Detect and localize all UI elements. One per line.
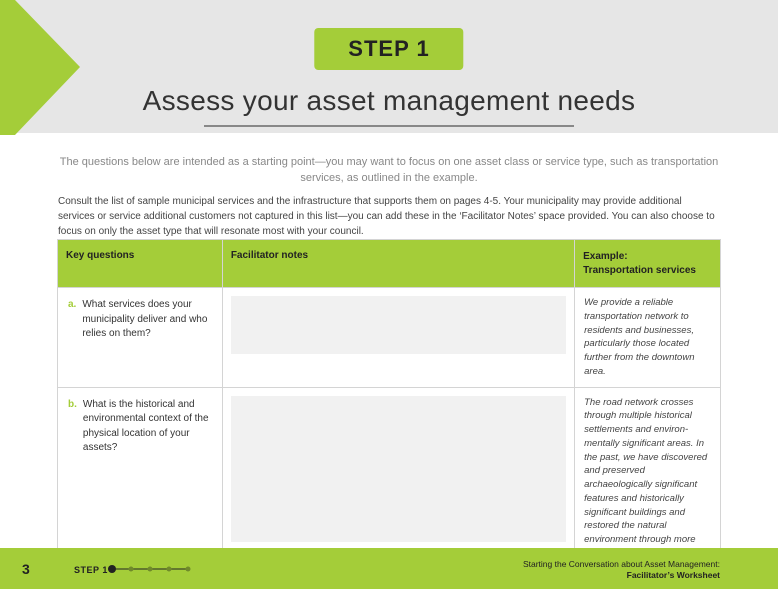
- col-example: Example: Transportation services: [575, 240, 721, 288]
- title-underline: [204, 125, 574, 127]
- page-number: 3: [22, 561, 30, 577]
- table-row: a. What services does your municipality …: [58, 288, 721, 388]
- step-badge: STEP 1: [314, 28, 463, 70]
- col-facilitator-notes: Facilitator notes: [222, 240, 574, 288]
- notes-cell: [222, 288, 574, 388]
- question-cell: a. What services does your municipality …: [58, 288, 223, 388]
- col-example-line2: Transportation services: [583, 265, 696, 276]
- footer-step-label: STEP 1: [74, 565, 108, 575]
- notes-input-area[interactable]: [231, 396, 566, 542]
- intro-centered: The questions below are intended as a st…: [58, 155, 720, 187]
- questions-table: Key questions Facilitator notes Example:…: [57, 239, 721, 584]
- question-text: What is the historical and environmental…: [83, 398, 214, 456]
- question-index: b.: [68, 398, 77, 456]
- col-example-line1: Example:: [583, 251, 627, 262]
- page-title: Assess your asset management needs: [0, 85, 778, 117]
- footer-right: Starting the Conversation about Asset Ma…: [523, 559, 720, 581]
- footer-right-line1: Starting the Conversation about Asset Ma…: [523, 559, 720, 569]
- progress-dots: [108, 564, 194, 574]
- page: STEP 1 Assess your asset management need…: [0, 0, 778, 589]
- intro-body: Consult the list of sample municipal ser…: [58, 194, 720, 239]
- notes-input-area[interactable]: [231, 296, 566, 354]
- footer-right-line2: Facilitator’s Worksheet: [627, 570, 720, 580]
- question-text: What services does your municipality del…: [82, 298, 213, 342]
- col-key-questions: Key questions: [58, 240, 223, 288]
- question-index: a.: [68, 298, 76, 342]
- example-cell: We provide a reliable transportation net…: [575, 288, 721, 388]
